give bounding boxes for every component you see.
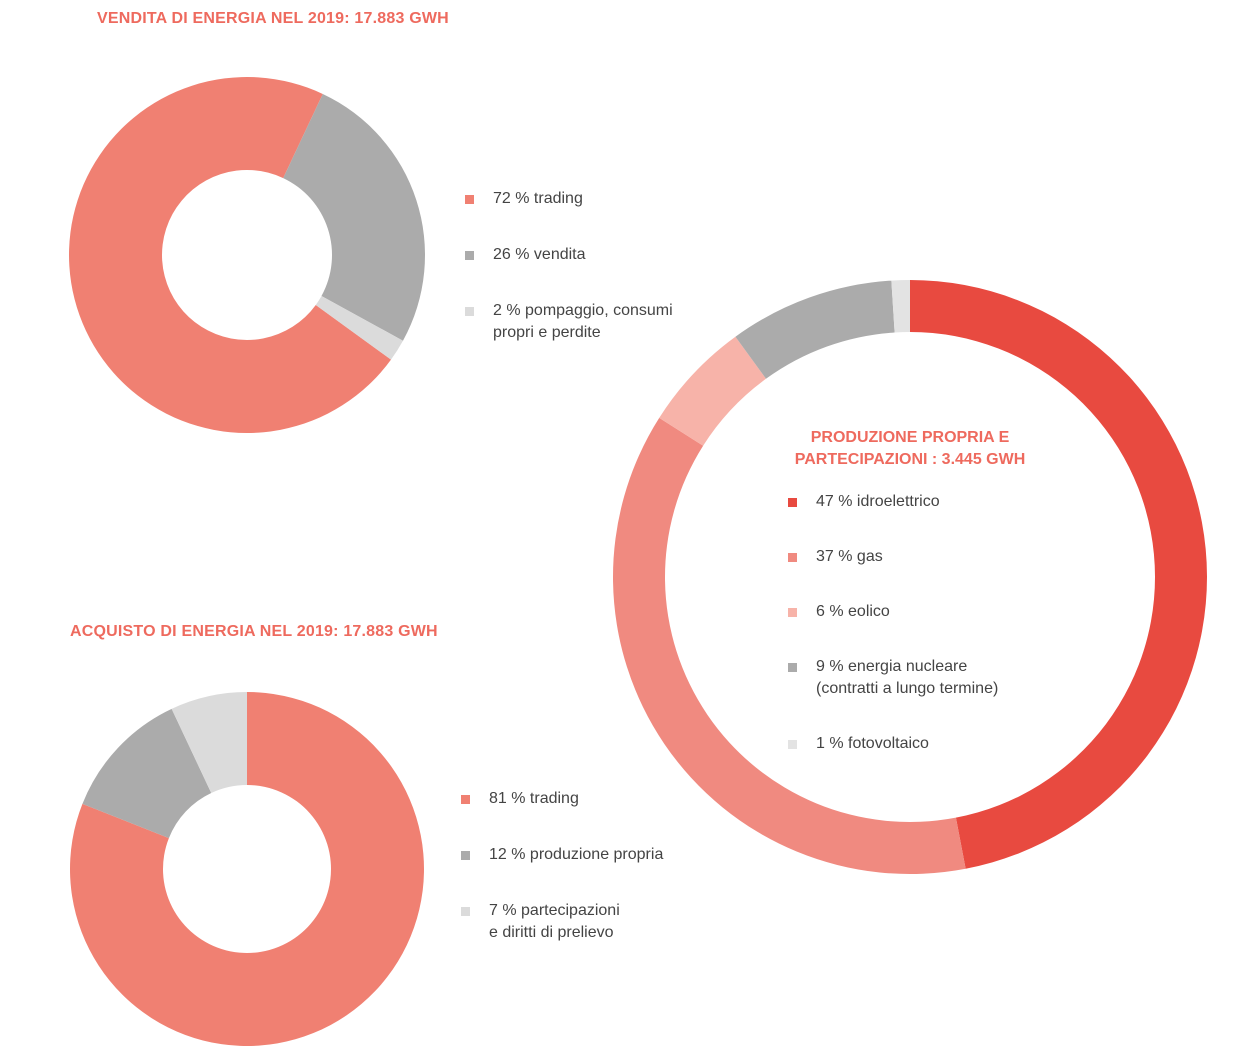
vendita-legend-swatch (465, 195, 474, 204)
produzione-legend-item: 47 % idroelettrico (788, 491, 940, 513)
produzione-legend-item: 1 % fotovoltaico (788, 733, 929, 755)
acquisto-legend-swatch (461, 795, 470, 804)
produzione-slice-4 (735, 280, 895, 379)
vendita-legend-label-line: 2 % pompaggio, consumi (493, 302, 673, 319)
produzione-legend-swatch (788, 608, 797, 617)
produzione-slice-5 (891, 280, 910, 333)
acquisto-slice-1 (69, 692, 424, 1046)
vendita-legend-item: 2 % pompaggio, consumi propri e perdite (465, 300, 673, 344)
produzione-legend-label: 47 % idroelettrico (816, 491, 940, 513)
vendita-title: VENDITA DI ENERGIA NEL 2019: 17.883 GWH (97, 10, 449, 27)
acquisto-legend-swatch (461, 851, 470, 860)
acquisto-legend-label: 12 % produzione propria (489, 844, 663, 866)
donut-acquisto (69, 692, 424, 1046)
vendita-legend-item: 72 % trading (465, 188, 583, 210)
produzione-slice-1 (910, 280, 1207, 869)
vendita-legend-label-line: propri e perdite (493, 324, 601, 341)
vendita-legend-label-line: 26 % vendita (493, 246, 586, 263)
donut-vendita (69, 76, 426, 433)
produzione-legend-label-line: 6 % eolico (816, 603, 890, 620)
acquisto-title: ACQUISTO DI ENERGIA NEL 2019: 17.883 GWH (70, 623, 438, 640)
produzione-legend-label: 37 % gas (816, 546, 883, 568)
vendita-legend-swatch (465, 251, 474, 260)
vendita-legend-label: 2 % pompaggio, consumi propri e perdite (493, 300, 673, 344)
vendita-legend-swatch (465, 307, 474, 316)
produzione-legend-label-line: 9 % energia nucleare (816, 658, 968, 675)
acquisto-legend-label-line: 7 % partecipazioni (489, 902, 620, 919)
acquisto-legend-item: 81 % trading (461, 788, 579, 810)
donut-produzione (613, 280, 1207, 874)
produzione-legend-swatch (788, 740, 797, 749)
vendita-slice-2 (283, 93, 426, 341)
produzione-legend-label: 9 % energia nucleare (contratti a lungo t… (816, 656, 998, 700)
acquisto-legend-item: 12 % produzione propria (461, 844, 663, 866)
produzione-legend-label: 1 % fotovoltaico (816, 733, 929, 755)
produzione-legend-swatch (788, 553, 797, 562)
produzione-title-line-2: PARTECIPAZIONI : 3.445 GWH (794, 451, 1026, 468)
vendita-legend-item: 26 % vendita (465, 244, 586, 266)
acquisto-legend-label-line: e diritti di prelievo (489, 924, 614, 941)
acquisto-legend-label-line: 81 % trading (489, 790, 579, 807)
produzione-slice-2 (613, 417, 966, 874)
produzione-legend-item: 37 % gas (788, 546, 883, 568)
produzione-slice-3 (659, 336, 766, 446)
acquisto-legend-item: 7 % partecipazioni e diritti di prelievo (461, 900, 620, 944)
acquisto-slice-3 (171, 692, 247, 793)
produzione-title: PRODUZIONE PROPRIA E PARTECIPAZIONI : 3.… (760, 427, 1060, 471)
produzione-legend-item: 9 % energia nucleare (contratti a lungo t… (788, 656, 998, 700)
produzione-legend-swatch (788, 498, 797, 507)
vendita-legend-label: 72 % trading (493, 188, 583, 210)
produzione-legend-item: 6 % eolico (788, 601, 890, 623)
vendita-slice-3 (315, 295, 403, 360)
produzione-legend-label: 6 % eolico (816, 601, 890, 623)
acquisto-legend-swatch (461, 907, 470, 916)
vendita-slice-1 (69, 76, 392, 433)
vendita-legend-label-line: 72 % trading (493, 190, 583, 207)
produzione-title-line-1: PRODUZIONE PROPRIA E (810, 429, 1010, 446)
acquisto-legend-label-line: 12 % produzione propria (489, 846, 664, 863)
produzione-legend-label-line: 37 % gas (816, 548, 883, 565)
acquisto-legend-label: 7 % partecipazioni e diritti di prelievo (489, 900, 620, 944)
vendita-legend-label: 26 % vendita (493, 244, 586, 266)
produzione-legend-label-line: (contratti a lungo termine) (816, 680, 999, 697)
produzione-legend-swatch (788, 663, 797, 672)
produzione-legend-label-line: 1 % fotovoltaico (816, 735, 929, 752)
acquisto-legend-label: 81 % trading (489, 788, 579, 810)
produzione-legend-label-line: 47 % idroelettrico (816, 493, 940, 510)
acquisto-slice-2 (82, 708, 212, 839)
